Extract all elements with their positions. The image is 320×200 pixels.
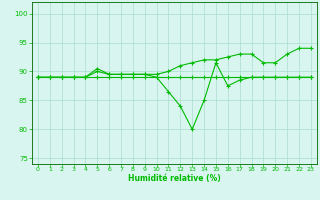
X-axis label: Humidité relative (%): Humidité relative (%) bbox=[128, 174, 221, 183]
